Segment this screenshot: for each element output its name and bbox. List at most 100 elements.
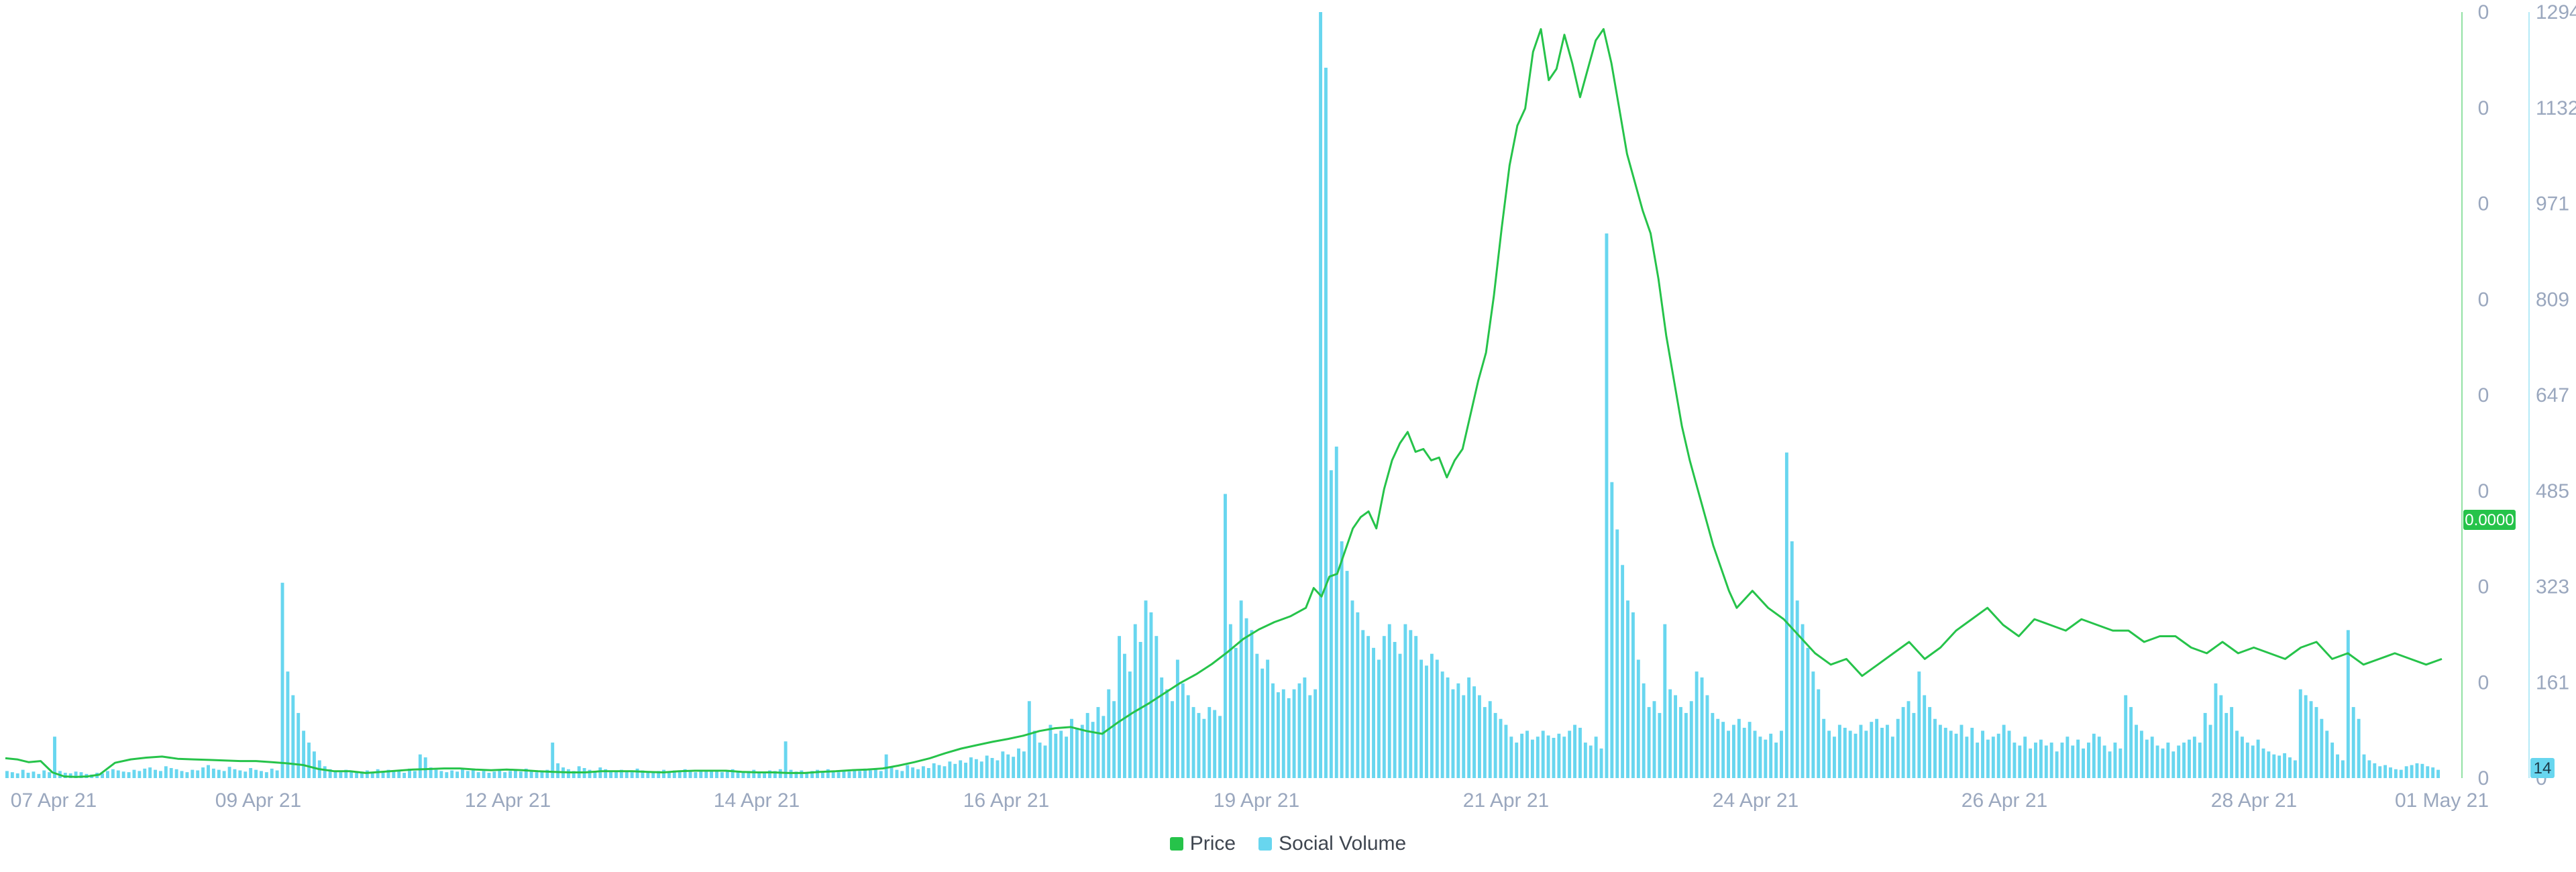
social-volume-bar <box>1589 745 1593 778</box>
social-volume-bar <box>826 769 830 778</box>
social-volume-bar <box>1149 612 1153 778</box>
price-badge-text: 0.0000 <box>2465 511 2514 529</box>
social-volume-bar <box>1414 636 1418 778</box>
legend-item-price[interactable]: Price <box>1169 832 1236 855</box>
legend-social-label: Social Volume <box>1279 832 1407 855</box>
social-volume-bar <box>1096 707 1100 778</box>
social-volume-bar <box>2139 730 2143 778</box>
social-volume-bar <box>1679 707 1682 778</box>
social-volume-bar <box>132 769 136 778</box>
social-volume-bar <box>1674 695 1678 778</box>
social-tick-label: 971 <box>2536 193 2569 215</box>
social-volume-bar <box>1181 683 1185 778</box>
social-volume-bar <box>630 772 634 778</box>
social-volume-bar <box>2399 769 2403 778</box>
social-volume-bar <box>2251 745 2255 778</box>
social-volume-bar <box>418 754 422 778</box>
social-volume-bar <box>1493 712 1497 778</box>
social-volume-bar <box>1943 727 1947 778</box>
social-volume-bar <box>1128 671 1132 778</box>
social-volume-bar <box>985 755 989 778</box>
social-volume-bar <box>1366 636 1371 778</box>
social-volume-bar <box>138 771 142 778</box>
social-volume-bar <box>291 695 295 778</box>
social-volume-bar <box>1833 737 1836 778</box>
social-volume-bar <box>2431 767 2435 778</box>
social-volume-bar <box>1870 722 1874 778</box>
social-volume-bar <box>529 771 533 778</box>
social-volume-bar <box>2261 748 2265 778</box>
social-volume-bar <box>2208 724 2212 778</box>
social-volume-bar <box>1017 748 1020 778</box>
social-volume-bar <box>2394 769 2398 778</box>
social-volume-bar <box>471 769 475 778</box>
social-volume-bar <box>1509 737 1513 778</box>
social-volume-bar <box>1266 659 1270 778</box>
social-volume-bar <box>307 743 311 778</box>
social-volume-bar <box>1202 718 1206 778</box>
social-volume-bar <box>2298 689 2302 778</box>
social-volume-bar <box>492 771 496 778</box>
social-volume-bar <box>1160 677 1164 778</box>
social-volume-bar <box>773 771 777 778</box>
social-volume-bar <box>1859 724 1863 778</box>
social-volume-bar <box>264 772 268 778</box>
social-volume-bar <box>1244 618 1248 778</box>
social-volume-bar <box>731 769 735 778</box>
social-volume-bar <box>2118 748 2123 778</box>
x-tick-label: 07 Apr 21 <box>11 789 97 812</box>
social-volume-bar <box>1054 733 1058 778</box>
x-axis-ticks: 07 Apr 21 09 Apr 21 12 Apr 21 14 Apr 21 16 A… <box>11 789 2489 812</box>
social-volume-bar <box>1764 739 1768 778</box>
social-volume-bar <box>1901 707 1905 778</box>
social-volume-bar <box>1260 668 1265 778</box>
social-volume-bar <box>2171 751 2176 778</box>
social-volume-bar <box>1377 659 1381 778</box>
social-volume-bar <box>503 772 507 778</box>
price-badge: 0.0000 <box>2463 510 2516 530</box>
social-volume-bar <box>191 769 195 778</box>
social-volume-bar <box>397 770 401 778</box>
social-volume-bar <box>5 771 9 778</box>
social-volume-bar <box>1303 677 1307 778</box>
social-volume-bar <box>2108 751 2112 778</box>
social-volume-bar <box>614 771 618 778</box>
social-volume-bar <box>1769 733 1773 778</box>
social-volume-bar <box>1382 636 1386 778</box>
x-tick-label: 24 Apr 21 <box>1713 789 1799 812</box>
social-volume-bar <box>1642 683 1646 778</box>
social-volume-bar <box>1504 724 1508 778</box>
social-volume-bar <box>423 757 427 778</box>
social-tick-label: 161 <box>2536 671 2569 694</box>
social-volume-bar <box>1716 718 1720 778</box>
social-volume-bar <box>747 771 751 778</box>
social-volume-bar <box>196 770 200 778</box>
social-volume-bar <box>455 771 460 778</box>
social-volume-bar <box>1398 653 1402 778</box>
social-volume-bar <box>365 770 369 778</box>
social-volume-bar <box>1817 689 1821 778</box>
social-volume-bar <box>1224 494 1227 778</box>
social-volume-bar <box>1075 727 1079 778</box>
social-volume-bar <box>2336 754 2339 778</box>
social-volume-bar <box>1409 630 1413 778</box>
legend-item-social-volume[interactable]: Social Volume <box>1258 832 1406 855</box>
social-volume-bar <box>2198 743 2202 778</box>
social-volume-bar <box>1456 683 1460 778</box>
social-volume-bar <box>1912 712 1916 778</box>
social-volume-bar <box>1313 689 1318 778</box>
social-volume-bar <box>1827 730 1831 778</box>
social-volume-bar <box>259 771 263 778</box>
social-volume-bar <box>900 771 904 778</box>
social-volume-bar <box>63 773 67 778</box>
social-volume-bar <box>2188 739 2191 778</box>
social-volume-bar <box>2161 748 2165 778</box>
social-volume-bar <box>1626 600 1629 778</box>
social-volume-bar <box>1843 727 1847 778</box>
social-volume-bar <box>1837 724 1841 778</box>
social-volume-bar <box>1917 671 1921 778</box>
social-volume-bar <box>651 773 655 778</box>
social-volume-bar <box>2155 745 2159 778</box>
social-volume-bar <box>333 771 337 778</box>
